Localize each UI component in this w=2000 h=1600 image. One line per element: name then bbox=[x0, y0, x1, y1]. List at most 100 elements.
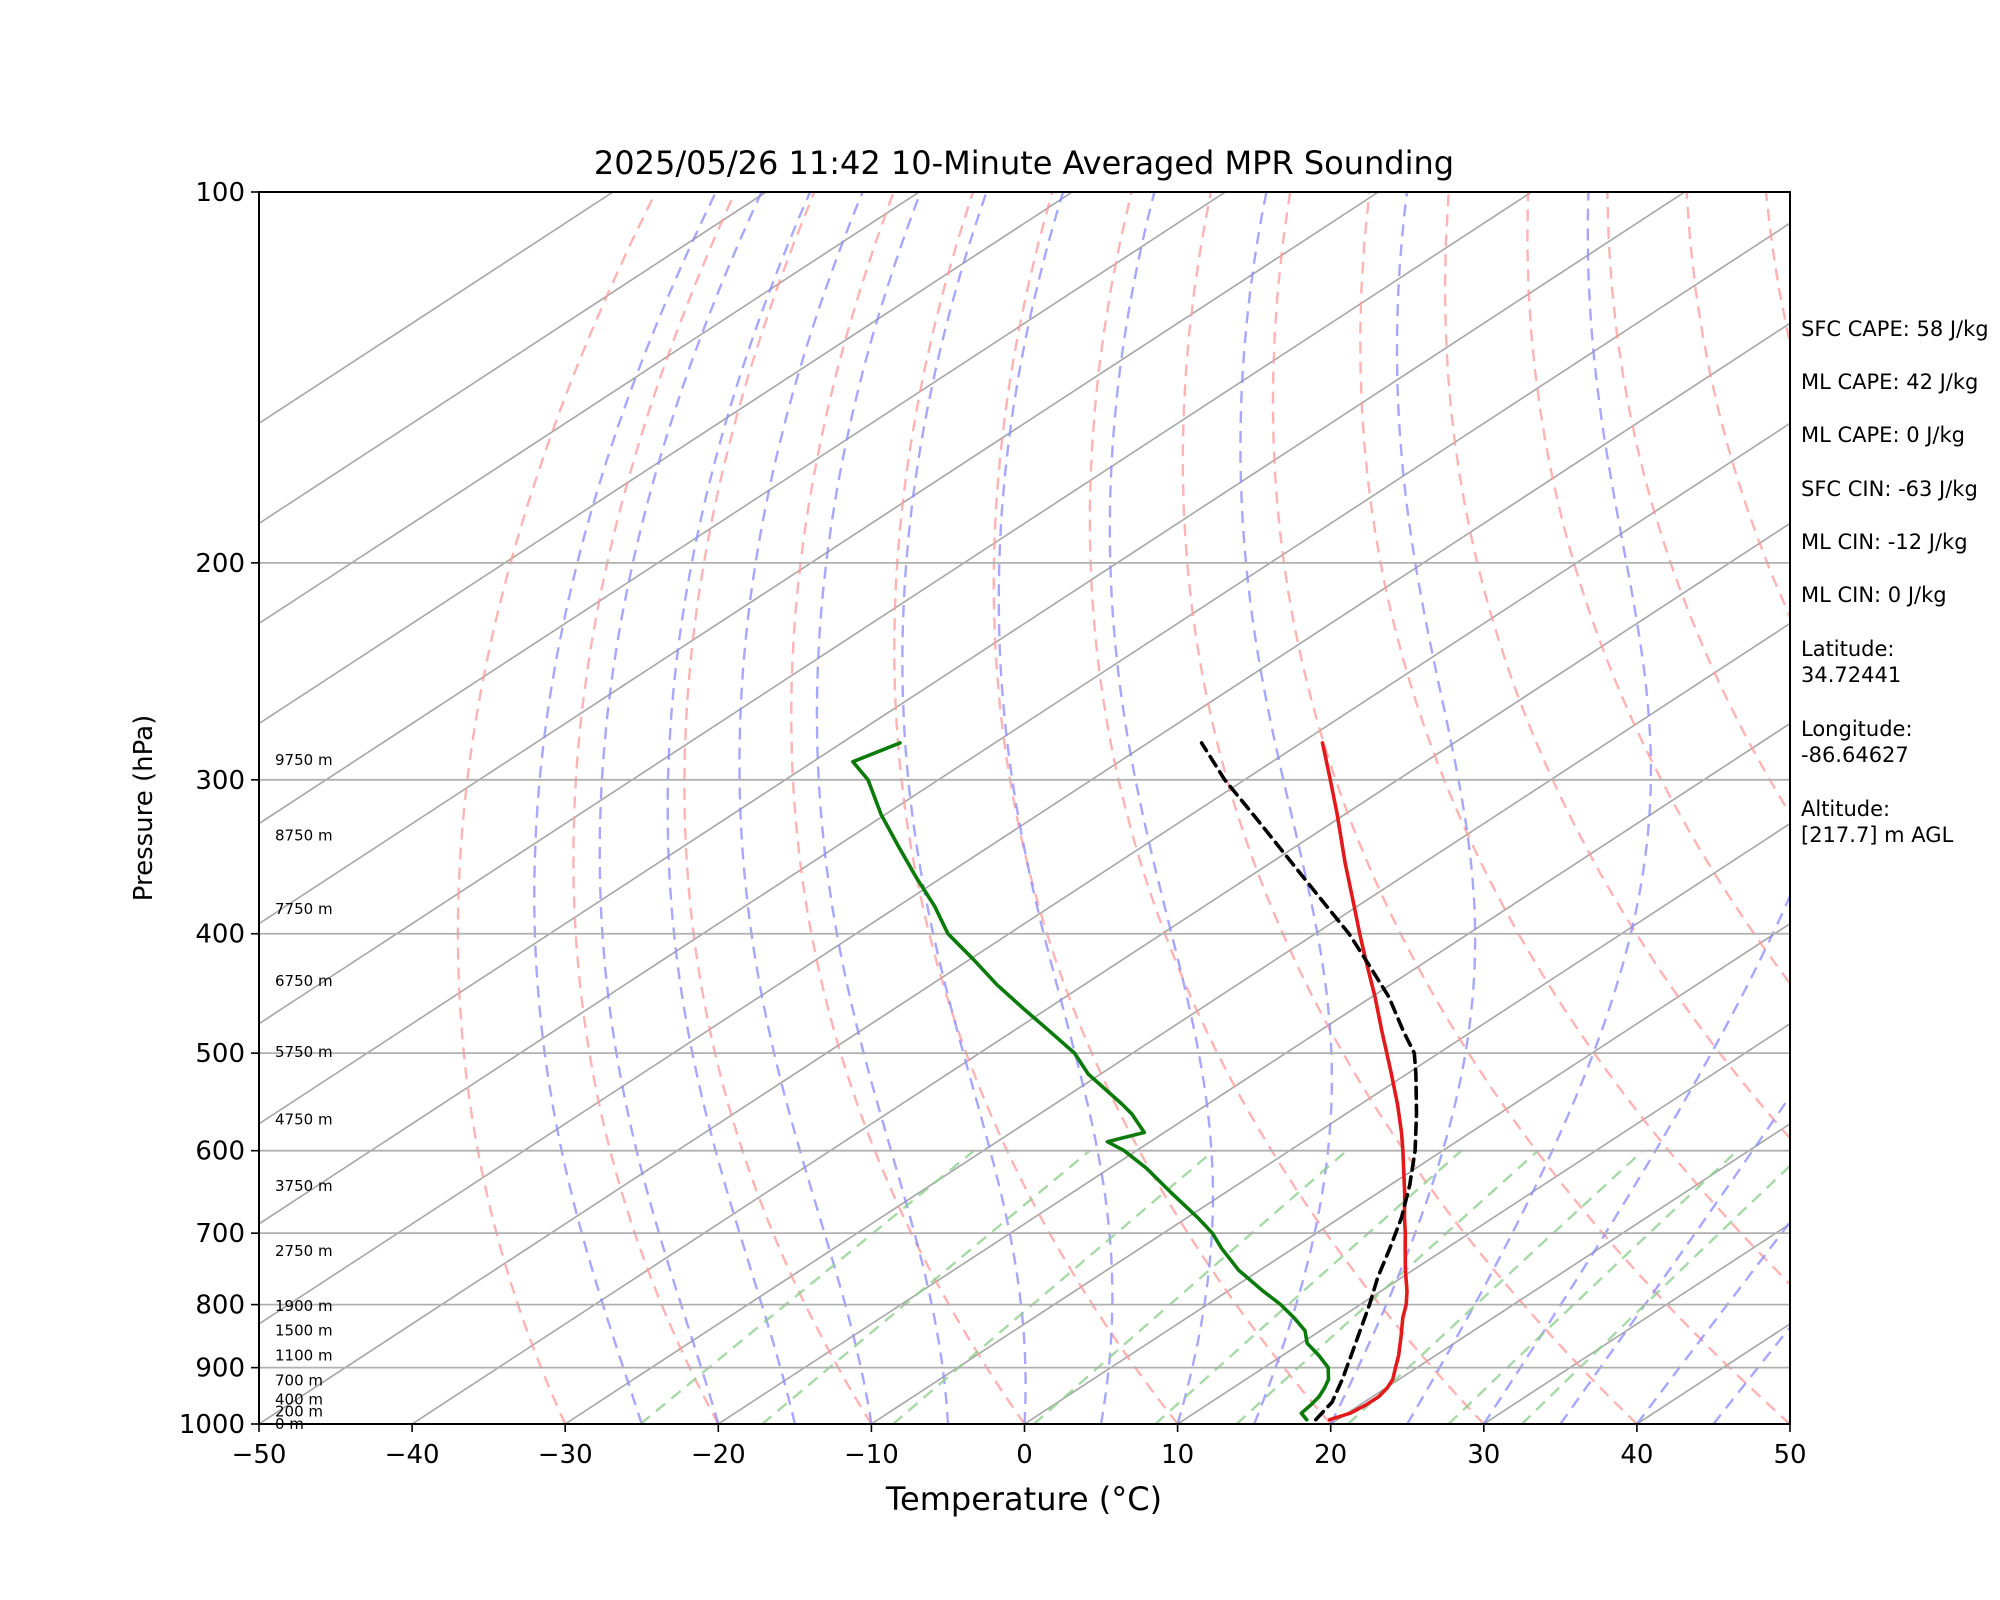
moist-adiabat-line bbox=[533, 192, 717, 1424]
info-sfc-cin: SFC CIN: -63 J/kg bbox=[1801, 477, 1978, 501]
x-tick-label: −50 bbox=[232, 1440, 287, 1470]
moist-adiabat-line bbox=[1329, 192, 1477, 1424]
info-sfc-cape: SFC CAPE: 58 J/kg bbox=[1801, 317, 1989, 341]
height-label: 8750 m bbox=[275, 827, 333, 845]
chart-title: 2025/05/26 11:42 10-Minute Averaged MPR … bbox=[594, 144, 1454, 182]
isotherm-line bbox=[717, 722, 1790, 1424]
dewpoint-trace bbox=[851, 741, 1331, 1422]
info-ml-cin-2: ML CIN: 0 J/kg bbox=[1801, 583, 1947, 607]
info-ml-cin: ML CIN: -12 J/kg bbox=[1801, 530, 1968, 554]
x-tick-label: −40 bbox=[385, 1440, 440, 1470]
height-label: 2750 m bbox=[275, 1242, 333, 1260]
isotherm-line bbox=[259, 222, 1790, 1225]
x-tick-label: 30 bbox=[1467, 1440, 1500, 1470]
isotherm-line bbox=[1024, 922, 1790, 1424]
dry-adiabat-line bbox=[1359, 192, 1790, 1286]
y-tick-label: 100 bbox=[195, 178, 245, 208]
dry-adiabat-line bbox=[456, 192, 657, 1424]
dry-adiabat-line bbox=[1526, 192, 1790, 986]
y-tick-label: 900 bbox=[195, 1354, 245, 1384]
moist-adiabat-line bbox=[901, 192, 1027, 1424]
height-label: 3750 m bbox=[275, 1177, 333, 1195]
height-label: 6750 m bbox=[275, 972, 333, 990]
moist-adiabat-line bbox=[598, 192, 763, 1424]
dry-adiabat-line bbox=[683, 192, 873, 1424]
dry-adiabat-line bbox=[992, 192, 1332, 1424]
moist-adiabat-line bbox=[1406, 192, 1653, 1424]
moist-adiabat-line bbox=[1239, 192, 1333, 1424]
height-label: 700 m bbox=[275, 1372, 323, 1390]
isotherm-line bbox=[259, 422, 1790, 1424]
x-tick-label: 40 bbox=[1620, 1440, 1653, 1470]
x-tick-label: −20 bbox=[691, 1440, 746, 1470]
isotherm-line bbox=[411, 522, 1790, 1424]
x-tick-label: −30 bbox=[538, 1440, 593, 1470]
moist-adiabat-line bbox=[997, 192, 1114, 1424]
moist-adiabat-line bbox=[1635, 1220, 1790, 1424]
x-axis-label: Temperature (°C) bbox=[885, 1480, 1162, 1518]
dry-adiabat-line bbox=[790, 192, 1026, 1424]
mixing-ratio-line bbox=[892, 1149, 1215, 1424]
dry-adiabat-line bbox=[1271, 192, 1790, 1424]
height-label: 200 m bbox=[275, 1403, 323, 1421]
isotherm-line bbox=[259, 192, 614, 425]
isotherm-line bbox=[259, 322, 1790, 1325]
x-tick-label: 10 bbox=[1161, 1440, 1194, 1470]
info-altitude: Altitude: [217.7] m AGL bbox=[1801, 797, 1954, 847]
info-ml-cape-2: ML CAPE: 0 J/kg bbox=[1801, 423, 1966, 447]
isotherm-line bbox=[259, 192, 1226, 825]
height-label: 1500 m bbox=[275, 1322, 333, 1340]
isotherm-line bbox=[870, 822, 1790, 1424]
moist-adiabat-line bbox=[738, 192, 873, 1424]
x-axis-ticks: −50 −40 −30 −20 −10 0 10 20 30 40 50 bbox=[232, 1424, 1807, 1470]
sounding-traces bbox=[851, 741, 1419, 1422]
isotherm-line bbox=[259, 192, 920, 625]
info-ml-cape: ML CAPE: 42 J/kg bbox=[1801, 370, 1979, 394]
dry-adiabat-line bbox=[1443, 192, 1790, 1141]
dry-adiabat-line bbox=[893, 192, 1179, 1424]
mixing-ratio-line bbox=[1235, 1149, 1539, 1424]
moist-adiabat-line bbox=[666, 192, 812, 1424]
height-label: 7750 m bbox=[275, 900, 333, 918]
dry-adiabat-line bbox=[1088, 192, 1485, 1424]
moist-adiabat-line bbox=[1712, 1325, 1790, 1424]
x-tick-label: 0 bbox=[1016, 1440, 1033, 1470]
y-tick-label: 300 bbox=[195, 766, 245, 796]
height-label: 1900 m bbox=[275, 1297, 333, 1315]
y-tick-label: 800 bbox=[195, 1291, 245, 1321]
info-latitude: Latitude: 34.72441 bbox=[1801, 637, 1902, 687]
parcel-trace bbox=[1199, 741, 1419, 1422]
height-label: 400 m bbox=[275, 1390, 323, 1408]
plot-frame bbox=[258, 191, 1791, 1425]
isotherm-line bbox=[1330, 1122, 1790, 1424]
y-tick-label: 600 bbox=[195, 1137, 245, 1167]
info-longitude: Longitude: -86.64627 bbox=[1801, 717, 1913, 767]
y-tick-label: 700 bbox=[195, 1219, 245, 1249]
mixing-ratio-line bbox=[1154, 1149, 1463, 1424]
y-axis-label: Pressure (hPa) bbox=[129, 715, 159, 902]
height-label: 9750 m bbox=[275, 751, 333, 769]
dry-adiabat-line bbox=[1606, 192, 1790, 817]
moist-adiabat-line bbox=[815, 192, 950, 1424]
isotherm-line bbox=[564, 622, 1790, 1424]
y-tick-label: 500 bbox=[195, 1039, 245, 1069]
height-label: 5750 m bbox=[275, 1043, 333, 1061]
isotherm-line bbox=[259, 192, 1073, 725]
mixing-ratio-line bbox=[1521, 1164, 1790, 1424]
height-label: 0 m bbox=[275, 1415, 304, 1433]
y-axis-ticks: 100 200 300 400 500 600 700 800 900 1000 bbox=[179, 178, 259, 1440]
moist-adiabat-line bbox=[1108, 192, 1215, 1424]
height-label: 4750 m bbox=[275, 1110, 333, 1128]
isotherm-line bbox=[259, 192, 767, 525]
isotherm-line bbox=[259, 192, 1379, 925]
y-tick-label: 400 bbox=[195, 920, 245, 950]
x-tick-label: −10 bbox=[844, 1440, 899, 1470]
isotherm-line bbox=[259, 192, 1686, 1125]
height-label: 1100 m bbox=[275, 1347, 333, 1365]
pressure-gridlines bbox=[259, 191, 1790, 1425]
y-tick-label: 1000 bbox=[179, 1410, 245, 1440]
dry-adiabat-line bbox=[572, 192, 737, 1424]
y-tick-label: 200 bbox=[195, 549, 245, 579]
